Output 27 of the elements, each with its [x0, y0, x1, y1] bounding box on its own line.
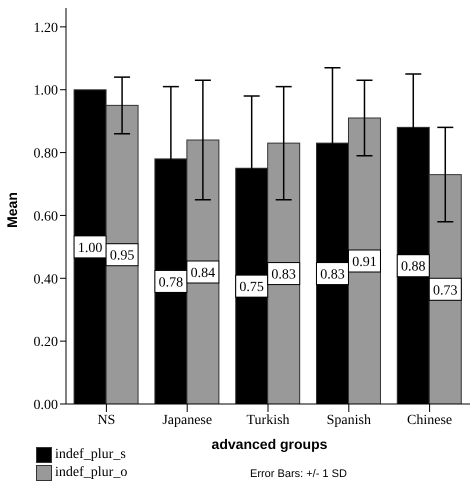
data-label: 0.95 [110, 248, 134, 264]
y-tick-label: 1.20 [34, 20, 58, 36]
x-tick-label: Chinese [407, 412, 452, 428]
y-tick-label: 0.40 [34, 272, 58, 288]
data-label: 0.73 [433, 283, 458, 298]
y-tick-label: 0.00 [34, 398, 58, 413]
y-tick-label: 0.20 [34, 335, 58, 350]
legend-label: indef_plur_s [55, 447, 126, 463]
y-axis-title: Mean [4, 192, 20, 228]
data-label: 0.78 [158, 275, 184, 290]
x-axis-title: advanced groups [212, 436, 328, 452]
text: Error Bars: +/- 1 SD [250, 468, 347, 480]
x-tick-label: Spanish [326, 412, 371, 428]
legend-label: indef_plur_o [55, 465, 128, 481]
data-label: 0.84 [190, 266, 216, 281]
data-label: 1.00 [78, 240, 102, 256]
x-tick-label: Japanese [162, 412, 212, 428]
data-label: 0.83 [271, 268, 296, 283]
data-label: 0.88 [401, 260, 426, 275]
y-tick-label: 0.80 [34, 146, 58, 162]
x-tick-label: Turkish [246, 412, 290, 428]
data-label: 0.91 [352, 255, 377, 270]
y-tick-label: 0.60 [34, 209, 58, 224]
data-label: 0.83 [320, 268, 345, 283]
x-tick-label: NS [97, 412, 116, 428]
y-tick-label: 1.00 [34, 84, 58, 99]
data-label: 0.75 [239, 280, 264, 296]
